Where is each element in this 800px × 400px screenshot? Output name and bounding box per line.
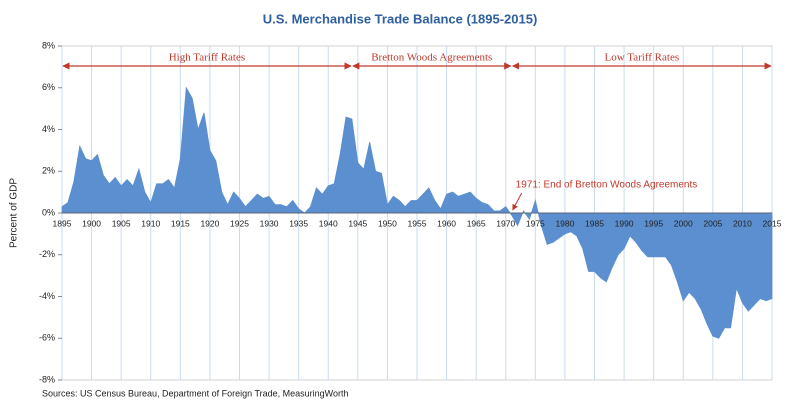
- chart-title: U.S. Merchandise Trade Balance (1895-201…: [263, 11, 538, 26]
- x-tick-label: 1980: [555, 218, 574, 228]
- y-tick-label: -2%: [39, 249, 55, 259]
- x-tick-label: 1915: [171, 218, 190, 228]
- source: Sources: US Census Bureau, Department of…: [42, 388, 348, 398]
- x-tick-label: 1955: [408, 218, 427, 228]
- y-tick-label: 2%: [42, 166, 55, 176]
- x-tick-label: 1935: [289, 218, 308, 228]
- x-tick-label: 2005: [703, 218, 722, 228]
- annotation: 1971: End of Bretton Woods Agreements: [516, 180, 698, 191]
- x-tick-label: 1900: [82, 218, 101, 228]
- x-tick-label: 1910: [141, 218, 160, 228]
- x-tick-label: 1895: [53, 218, 72, 228]
- x-tick-label: 1995: [644, 218, 663, 228]
- x-tick-label: 1920: [200, 218, 219, 228]
- x-tick-label: 1905: [112, 218, 131, 228]
- x-tick-label: 1960: [437, 218, 456, 228]
- x-tick-label: 1950: [378, 218, 397, 228]
- x-tick-label: 1965: [467, 218, 486, 228]
- x-tick-label: 1925: [230, 218, 249, 228]
- period-label: Bretton Woods Agreements: [371, 52, 492, 64]
- x-tick-label: 1930: [260, 218, 279, 228]
- y-tick-label: -8%: [39, 374, 55, 384]
- x-tick-label: 1975: [526, 218, 545, 228]
- y-tick-label: -6%: [39, 333, 55, 343]
- x-tick-label: 1985: [585, 218, 604, 228]
- x-tick-label: 2000: [674, 218, 693, 228]
- annotation-arrow: [512, 192, 523, 211]
- x-tick-label: 1940: [319, 218, 338, 228]
- x-tick-label: 2015: [763, 218, 782, 228]
- y-tick-label: -4%: [39, 291, 55, 301]
- y-tick-label: 4%: [42, 124, 55, 134]
- y-tick-label: 6%: [42, 82, 55, 92]
- x-tick-label: 2010: [733, 218, 752, 228]
- y-axis-label: Percent of GDP: [9, 178, 20, 248]
- x-tick-label: 1945: [348, 218, 367, 228]
- x-tick-label: 1990: [615, 218, 634, 228]
- y-tick-label: 8%: [42, 40, 55, 50]
- y-tick-label: 0%: [42, 207, 55, 217]
- x-tick-label: 1970: [496, 218, 515, 228]
- period-label: Low Tariff Rates: [605, 52, 680, 64]
- period-label: High Tariff Rates: [169, 52, 245, 64]
